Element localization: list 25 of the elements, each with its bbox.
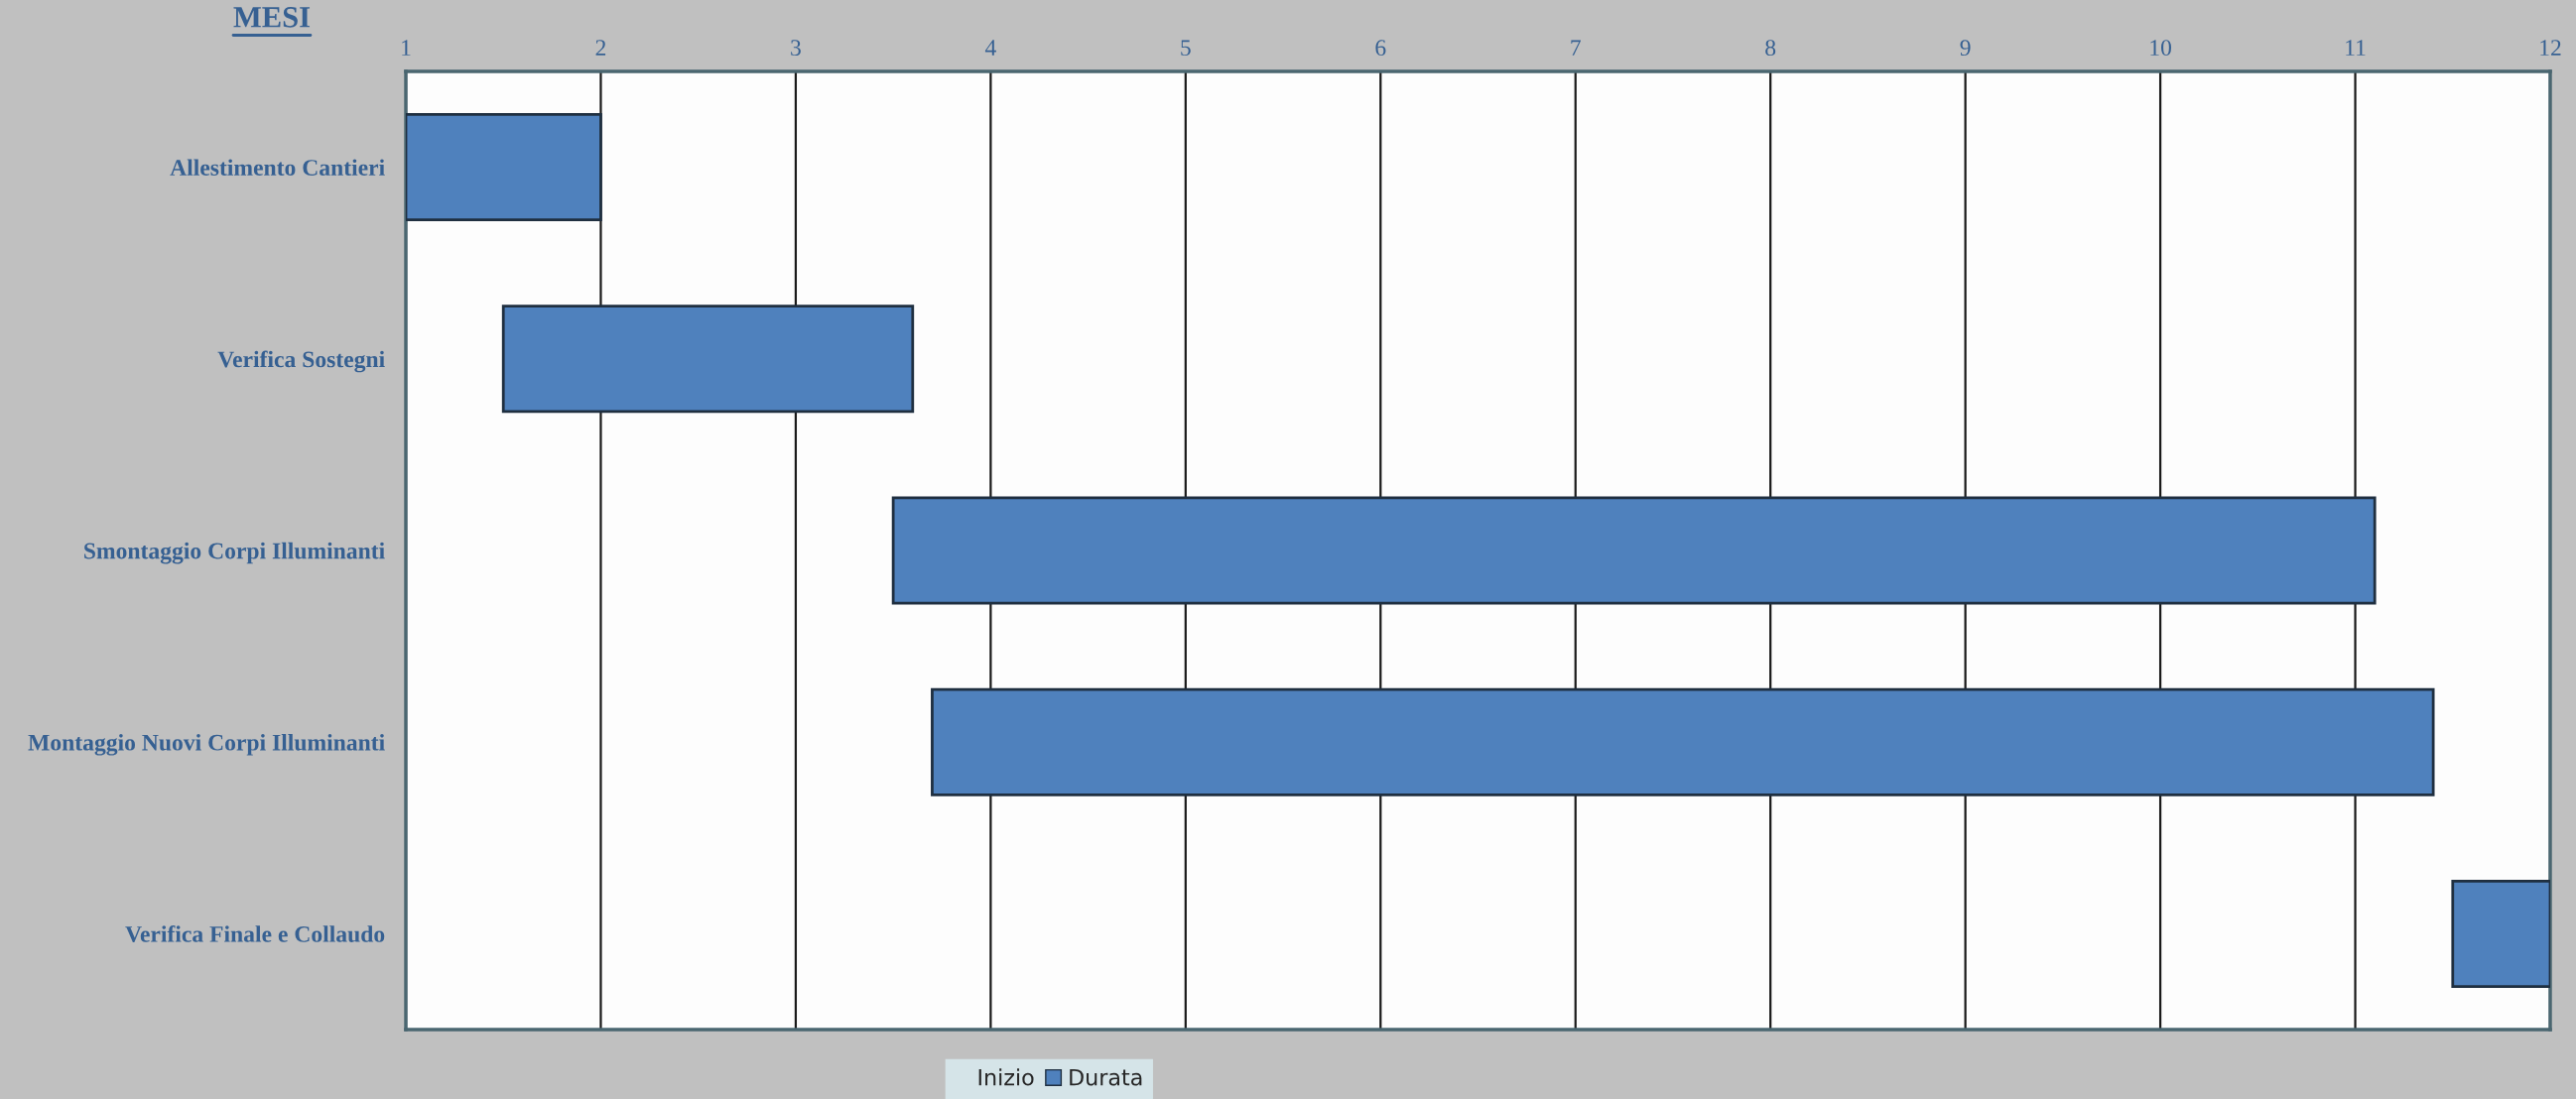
x-tick-label: 7 [1571, 40, 1581, 56]
y-tick-label: Montaggio Nuovi Corpi Illuminanti [28, 734, 385, 756]
text: Inizio [978, 1068, 1034, 1086]
y-tick-label: Verifica Finale e Collaudo [125, 924, 385, 942]
x-tick-label: 12 [2540, 40, 2561, 56]
x-tick-label: 3 [791, 40, 801, 57]
bar [501, 305, 915, 414]
legend-label: Durata [1070, 1069, 1142, 1086]
x-tick-label: 1 [402, 40, 411, 56]
x-tick-label: 2 [595, 40, 606, 56]
bar [891, 496, 2377, 605]
bar [931, 687, 2435, 796]
bar [2451, 879, 2550, 988]
y-tick-label: Verifica Sostegni [217, 350, 385, 373]
x-tick-label: 9 [1960, 40, 1971, 57]
y-tick-label: Allestimento Cantieri [170, 159, 385, 177]
chart-title: MESI [233, 7, 311, 28]
x-tick-label: 6 [1375, 40, 1386, 57]
x-tick-label: 4 [984, 40, 996, 56]
x-tick-label: 11 [2346, 40, 2366, 56]
y-tick-label: Smontaggio Corpi Illuminanti [84, 542, 385, 564]
x-tick-label: 10 [2150, 40, 2171, 57]
x-tick-label: 5 [1181, 40, 1191, 57]
bar [406, 113, 602, 222]
x-tick-label: 8 [1765, 40, 1776, 57]
